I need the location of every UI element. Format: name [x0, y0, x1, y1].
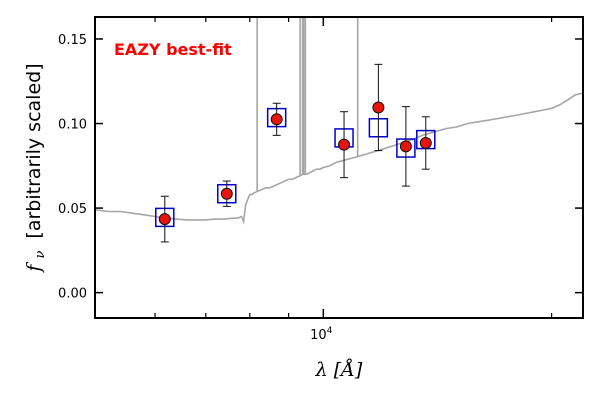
annotation-label: EAZY best-fit	[114, 40, 232, 59]
y-tick-label: 0.05	[58, 202, 87, 217]
model-spectrum-layer	[95, 17, 583, 225]
observed-flux-point	[270, 113, 283, 126]
model-spectrum-line	[95, 92, 583, 225]
y-axis-label-subscript: ν	[33, 251, 48, 259]
y-axis-label: f ν [arbitrarily scaled]	[23, 63, 49, 273]
x-tick-label: 104	[310, 326, 333, 343]
observed-flux-point	[419, 136, 432, 149]
observed-flux-point	[399, 140, 412, 153]
x-tick-label-base: 10	[310, 328, 327, 343]
x-tick-label-exponent: 4	[327, 326, 333, 336]
y-tick-label: 0.10	[58, 118, 87, 133]
observed-flux-point	[158, 213, 171, 226]
y-axis-label-text: [arbitrarily scaled]	[23, 63, 45, 238]
svg-text:f ν [arbitrarily s: f ν [arbitrarily scaled]	[23, 63, 49, 273]
x-axis-label: λ [Å]	[315, 359, 363, 381]
y-tick-label: 0.15	[58, 33, 87, 48]
axis-ticks-layer: 0.00 0.05 0.10 0.15 104	[58, 17, 583, 343]
plot-frame	[94, 16, 584, 319]
data-points-layer	[155, 63, 436, 243]
observed-flux-point	[338, 138, 351, 151]
y-tick-label: 0.00	[58, 287, 87, 302]
y-axis-label-symbol: f	[23, 262, 45, 274]
observed-flux-point	[220, 187, 233, 200]
observed-flux-point	[372, 101, 385, 114]
